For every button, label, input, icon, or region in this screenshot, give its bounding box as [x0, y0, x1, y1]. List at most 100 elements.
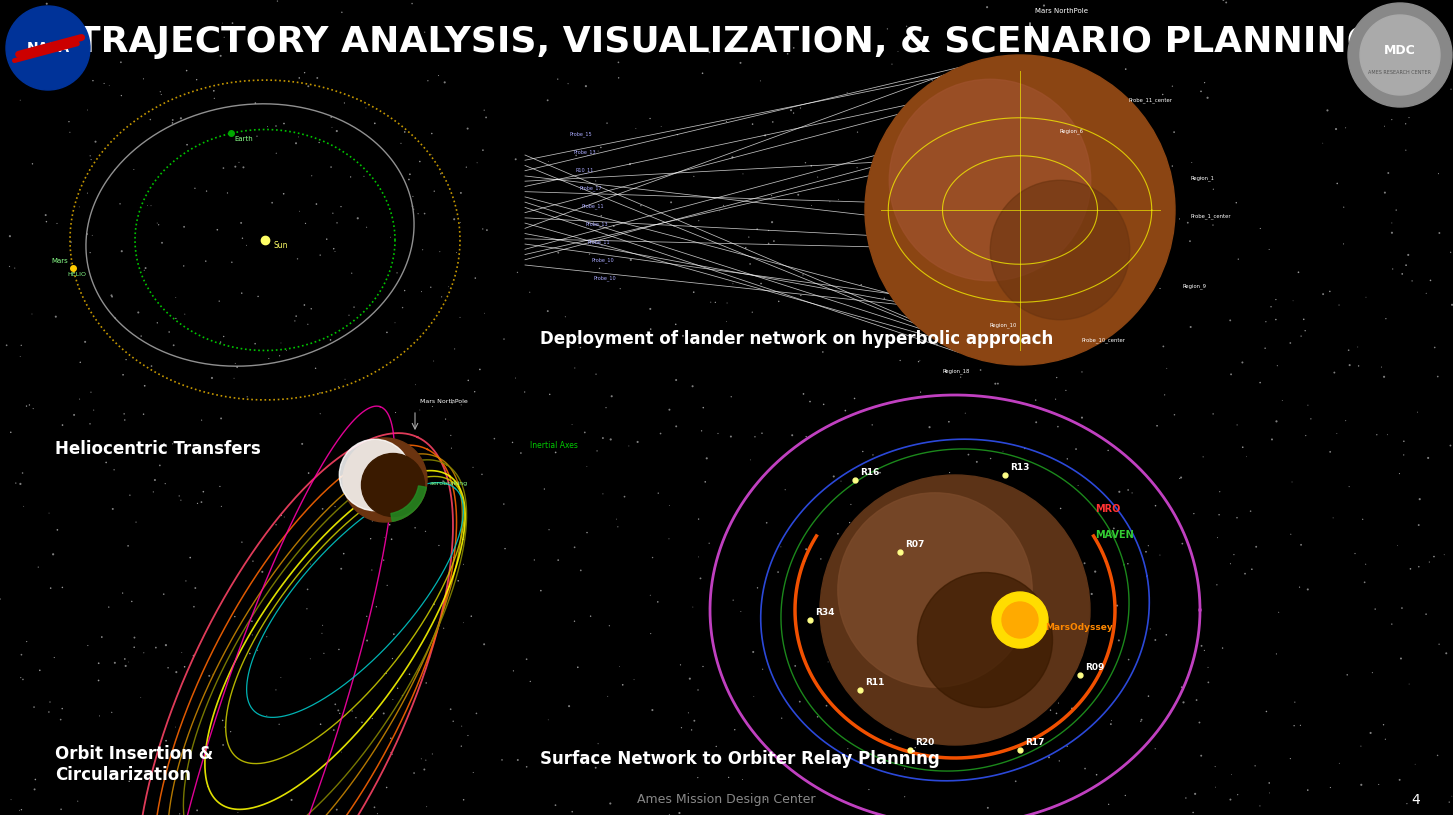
- Point: [275, 344, 298, 357]
- Point: [350, 716, 373, 729]
- Point: [1392, 434, 1415, 447]
- Point: [697, 46, 721, 59]
- Point: [408, 403, 432, 416]
- Point: [471, 143, 494, 156]
- Point: [286, 253, 309, 266]
- Text: Mars: Mars: [51, 258, 68, 264]
- Point: [121, 595, 144, 608]
- Point: [1203, 781, 1226, 794]
- Point: [619, 253, 642, 267]
- Point: [889, 354, 912, 367]
- Point: [9, 94, 32, 107]
- Point: [1151, 88, 1174, 101]
- Text: HELIO: HELIO: [67, 271, 86, 277]
- Point: [1051, 660, 1074, 673]
- Point: [561, 418, 584, 431]
- Point: [1325, 427, 1348, 440]
- Point: [308, 136, 331, 149]
- Point: [584, 761, 607, 774]
- Point: [991, 445, 1014, 458]
- Point: [715, 315, 738, 328]
- Point: [638, 112, 661, 125]
- Point: [587, 737, 610, 750]
- Point: [288, 72, 311, 85]
- Point: [78, 246, 102, 259]
- Point: [599, 797, 622, 810]
- Point: [1045, 393, 1068, 406]
- Point: [757, 237, 780, 250]
- Point: [493, 497, 516, 510]
- Point: [493, 333, 516, 346]
- Point: [609, 282, 632, 295]
- Point: [731, 773, 754, 786]
- Point: [590, 141, 613, 154]
- Point: [802, 533, 825, 546]
- Point: [915, 482, 939, 496]
- Point: [161, 117, 185, 130]
- Point: [1283, 719, 1306, 732]
- Point: [1354, 557, 1377, 570]
- Point: [1032, 315, 1055, 328]
- Point: [110, 587, 134, 600]
- Point: [238, 647, 262, 660]
- Point: [212, 738, 235, 751]
- Point: [1053, 111, 1077, 124]
- Point: [38, 695, 61, 708]
- Text: R20: R20: [915, 738, 934, 747]
- Point: [561, 805, 584, 815]
- Point: [465, 707, 488, 720]
- Point: [264, 683, 288, 696]
- Point: [622, 673, 645, 686]
- Point: [827, 527, 850, 540]
- Point: [145, 316, 169, 329]
- Point: [190, 496, 214, 509]
- Point: [1094, 555, 1117, 568]
- Point: [1287, 266, 1311, 279]
- Text: R11: R11: [865, 678, 885, 687]
- Point: [363, 117, 386, 130]
- Point: [790, 325, 814, 338]
- Point: [321, 207, 344, 220]
- Point: [703, 296, 726, 309]
- Point: [665, 214, 689, 227]
- Point: [1373, 186, 1396, 199]
- Point: [969, 363, 992, 377]
- Point: [562, 541, 586, 554]
- Point: [472, 638, 495, 651]
- Point: [799, 159, 822, 172]
- Point: [1148, 548, 1171, 562]
- Point: [715, 115, 738, 128]
- Point: [1289, 538, 1312, 551]
- Point: [806, 170, 830, 183]
- Point: [958, 448, 981, 461]
- Point: [363, 801, 386, 814]
- Point: [404, 378, 427, 391]
- Point: [721, 277, 744, 290]
- Point: [1024, 416, 1048, 429]
- Point: [1055, 740, 1078, 753]
- Point: [333, 372, 356, 385]
- Point: [173, 660, 196, 673]
- Point: [606, 520, 629, 533]
- Point: [398, 168, 421, 181]
- Point: [9, 671, 32, 684]
- Point: [715, 297, 738, 310]
- Point: [1052, 24, 1075, 37]
- Point: [20, 307, 44, 320]
- Point: [161, 113, 185, 126]
- Point: [113, 653, 137, 666]
- Point: [118, 655, 141, 668]
- Point: [966, 657, 989, 670]
- Point: [112, 408, 135, 421]
- Point: [1184, 787, 1207, 800]
- Point: [641, 703, 664, 716]
- Point: [339, 170, 362, 183]
- Point: [1353, 575, 1376, 588]
- Point: [1367, 778, 1391, 791]
- Point: [639, 588, 663, 601]
- Point: [1049, 109, 1072, 122]
- Point: [440, 442, 464, 455]
- Point: [1438, 246, 1453, 259]
- Point: [251, 566, 275, 579]
- Point: [1407, 518, 1430, 531]
